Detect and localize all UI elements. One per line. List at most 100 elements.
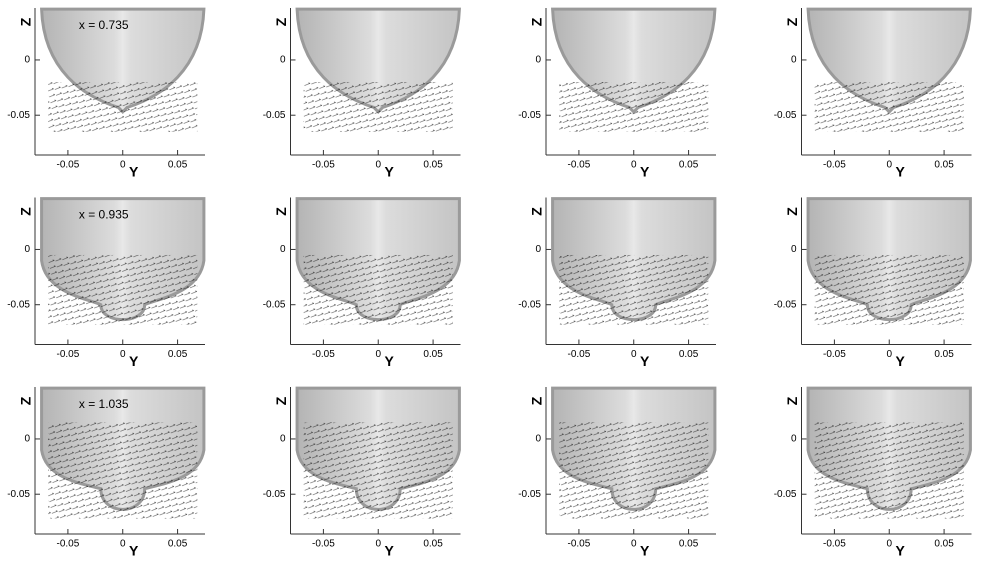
x-tick-label: 0.05 <box>934 539 954 550</box>
vector-field <box>559 82 709 132</box>
vector-field <box>559 422 709 519</box>
x-axis-label: Y <box>129 164 139 180</box>
x-tick-label: -0.05 <box>312 160 335 171</box>
x-tick-label: -0.05 <box>57 160 80 171</box>
y-tick-label: -0.05 <box>263 489 286 500</box>
x-axis-label: Y <box>640 543 650 559</box>
y-tick-label: 0 <box>24 244 30 255</box>
annotation: x = 0.735 <box>79 18 129 32</box>
y-axis-label: Z <box>784 207 800 216</box>
y-tick-label: -0.05 <box>263 299 286 310</box>
y-tick-label: 0 <box>24 434 30 445</box>
x-axis-label: Y <box>640 353 650 369</box>
vector-field <box>303 254 453 325</box>
y-tick-label: 0 <box>280 55 286 66</box>
y-axis-label: Z <box>18 396 34 405</box>
y-axis-label: Z <box>273 17 289 26</box>
y-tick-label: 0 <box>535 434 541 445</box>
y-tick-label: -0.05 <box>774 110 797 121</box>
x-tick-label: 0.05 <box>423 349 443 360</box>
x-tick-label: 0 <box>886 539 892 550</box>
x-tick-label: 0.05 <box>168 349 188 360</box>
x-tick-label: 0.05 <box>934 349 954 360</box>
vector-field <box>303 422 453 519</box>
x-tick-label: 0.05 <box>168 160 188 171</box>
x-tick-label: -0.05 <box>823 539 846 550</box>
x-axis-label: Y <box>129 543 139 559</box>
x-tick-label: 0 <box>631 539 637 550</box>
y-tick-label: -0.05 <box>518 110 541 121</box>
x-tick-label: 0.05 <box>679 160 699 171</box>
x-tick-label: 0 <box>120 349 126 360</box>
x-tick-label: 0.05 <box>423 160 443 171</box>
y-tick-label: 0 <box>280 434 286 445</box>
vector-field <box>48 422 198 519</box>
y-axis-label: Z <box>529 17 545 26</box>
x-tick-label: 0.05 <box>934 160 954 171</box>
x-tick-label: -0.05 <box>568 160 591 171</box>
y-tick-label: 0 <box>24 55 30 66</box>
y-tick-label: -0.05 <box>7 299 30 310</box>
y-tick-label: -0.05 <box>263 110 286 121</box>
x-tick-label: -0.05 <box>312 349 335 360</box>
x-tick-label: -0.05 <box>57 539 80 550</box>
y-tick-label: -0.05 <box>7 489 30 500</box>
y-tick-label: -0.05 <box>518 489 541 500</box>
x-axis-label: Y <box>640 164 650 180</box>
x-tick-label: 0 <box>120 160 126 171</box>
y-tick-label: 0 <box>791 244 797 255</box>
x-tick-label: -0.05 <box>57 349 80 360</box>
y-tick-label: -0.05 <box>7 110 30 121</box>
annotation: x = 0.935 <box>79 208 129 222</box>
x-tick-label: 0.05 <box>679 349 699 360</box>
x-tick-label: 0 <box>375 349 381 360</box>
y-axis-label: Z <box>273 396 289 405</box>
x-tick-label: -0.05 <box>312 539 335 550</box>
x-axis-label: Y <box>895 164 905 180</box>
annotation: x = 1.035 <box>79 397 129 411</box>
y-tick-label: 0 <box>280 244 286 255</box>
x-tick-label: 0 <box>631 349 637 360</box>
vector-field <box>814 422 964 519</box>
x-tick-label: 0.05 <box>423 539 443 550</box>
y-axis-label: Z <box>273 207 289 216</box>
vector-field <box>303 82 453 132</box>
x-tick-label: 0.05 <box>168 539 188 550</box>
y-tick-label: -0.05 <box>774 299 797 310</box>
vector-field <box>48 254 198 325</box>
x-axis-label: Y <box>895 353 905 369</box>
x-tick-label: 0.05 <box>679 539 699 550</box>
y-axis-label: Z <box>18 207 34 216</box>
x-tick-label: -0.05 <box>823 349 846 360</box>
y-axis-label: Z <box>18 17 34 26</box>
y-tick-label: 0 <box>791 434 797 445</box>
vector-field <box>48 82 198 132</box>
x-tick-label: -0.05 <box>823 160 846 171</box>
y-tick-label: 0 <box>535 55 541 66</box>
x-tick-label: 0 <box>886 349 892 360</box>
y-tick-label: -0.05 <box>518 299 541 310</box>
y-axis-label: Z <box>784 17 800 26</box>
x-tick-label: -0.05 <box>568 349 591 360</box>
vector-field <box>814 82 964 132</box>
x-tick-label: -0.05 <box>568 539 591 550</box>
y-tick-label: 0 <box>791 55 797 66</box>
x-axis-label: Y <box>384 353 394 369</box>
y-axis-label: Z <box>784 396 800 405</box>
vector-field <box>814 254 964 325</box>
x-axis-label: Y <box>384 543 394 559</box>
x-tick-label: 0 <box>886 160 892 171</box>
